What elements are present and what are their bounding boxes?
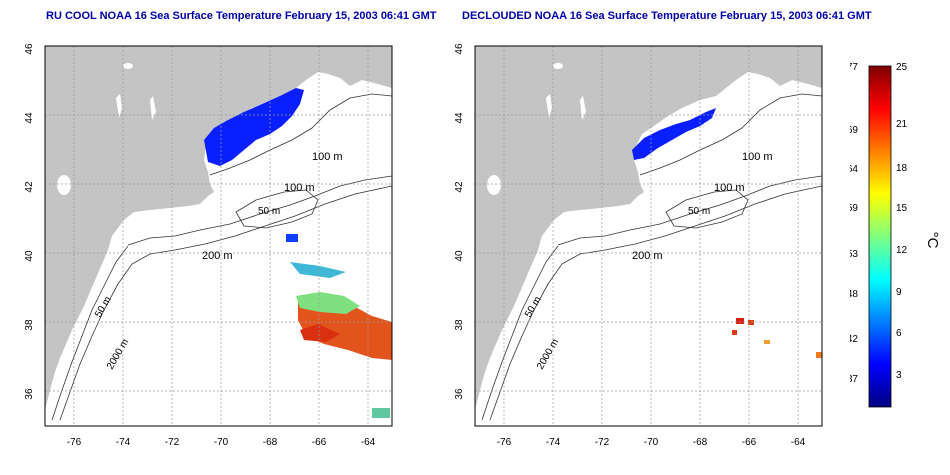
y-tick-label-right: 40 bbox=[454, 250, 465, 262]
sst-mid-patch-left bbox=[296, 292, 360, 314]
x-tick-label-right: -76 bbox=[497, 437, 512, 448]
contour-200m-left bbox=[127, 175, 392, 246]
x-tick-label-left: -76 bbox=[67, 437, 82, 448]
colorbar-f-tick: 48 bbox=[850, 289, 858, 300]
y-tick-label-right: 36 bbox=[454, 388, 465, 400]
grid-left bbox=[45, 45, 392, 426]
colorbar-c-tick: 21 bbox=[896, 119, 908, 130]
map-frame-right bbox=[474, 45, 823, 427]
contour-100m-left bbox=[209, 93, 392, 176]
x-ticks-left: -76 -74 -72 -70 -68 -66 -64 bbox=[67, 437, 376, 448]
contour-label-left: 50 m bbox=[258, 206, 280, 217]
land-left bbox=[45, 46, 392, 410]
contour-label-right: 50 m bbox=[688, 206, 710, 217]
y-tick-label-right: 46 bbox=[454, 43, 465, 55]
x-tick-label-left: -72 bbox=[165, 437, 180, 448]
colorbar-c-tick: 25 bbox=[896, 62, 908, 73]
x-tick-label-right: -64 bbox=[791, 437, 806, 448]
contour-shelf-left bbox=[51, 245, 129, 421]
lake-left bbox=[116, 94, 122, 118]
colorbar-c-tick: 9 bbox=[896, 287, 902, 298]
colorbar-f-ticks: 77 69 64 59 53 48 42 37 bbox=[850, 62, 858, 385]
lake-right bbox=[487, 175, 501, 195]
x-ticks-right: -76 -74 -72 -70 -68 -66 -64 bbox=[497, 437, 806, 448]
colorbar-c-tick: 6 bbox=[896, 328, 902, 339]
x-tick-label-right: -68 bbox=[693, 437, 708, 448]
sst-dot-right bbox=[736, 318, 744, 324]
lake-left bbox=[150, 96, 156, 120]
colorbar-f-tick: 77 bbox=[850, 62, 858, 73]
x-tick-label-right: -70 bbox=[644, 437, 659, 448]
contour-label-right: 200 m bbox=[632, 250, 663, 262]
contour-shelf-right bbox=[481, 245, 559, 421]
y-tick-label-left: 46 bbox=[24, 43, 35, 55]
lake-right bbox=[553, 63, 563, 69]
lake-left bbox=[123, 63, 133, 69]
x-tick-label-left: -74 bbox=[116, 437, 131, 448]
map-title-left: RU COOL NOAA 16 Sea Surface Temperature … bbox=[46, 10, 437, 22]
sst-dot-left bbox=[286, 234, 298, 242]
grid-right bbox=[475, 45, 822, 426]
x-tick-label-left: -68 bbox=[263, 437, 278, 448]
contour-label-left: 100 m bbox=[284, 182, 315, 194]
contour-label-right: 100 m bbox=[742, 151, 773, 163]
y-tick-label-right: 42 bbox=[454, 181, 465, 193]
y-tick-label-left: 44 bbox=[24, 112, 35, 124]
x-tick-label-left: -64 bbox=[361, 437, 376, 448]
contour-200m-right bbox=[557, 175, 822, 246]
lake-right bbox=[546, 94, 552, 118]
sst-dot-left bbox=[372, 408, 390, 418]
contour-100m-right bbox=[639, 93, 822, 176]
map-title-right: DECLOUDED NOAA 16 Sea Surface Temperatur… bbox=[462, 10, 872, 22]
sst-dot-right bbox=[764, 340, 770, 344]
sst-dot-right bbox=[732, 330, 737, 335]
nova-scotia-left bbox=[300, 46, 392, 72]
y-tick-label-left: 38 bbox=[24, 319, 35, 331]
lake-right bbox=[580, 96, 586, 120]
x-tick-label-right: -66 bbox=[742, 437, 757, 448]
colorbar-c-label: °C bbox=[924, 232, 941, 249]
sst-dot-right bbox=[748, 320, 754, 325]
colorbar-f-tick: 59 bbox=[850, 203, 858, 214]
contour-2000m-right bbox=[489, 185, 822, 421]
y-tick-label-left: 42 bbox=[24, 181, 35, 193]
sst-cold-patch-right bbox=[632, 108, 716, 160]
colorbar-c-tick: 15 bbox=[896, 203, 908, 214]
colorbar-f-tick: 64 bbox=[850, 164, 858, 175]
land-right bbox=[475, 46, 822, 410]
contour-label-left: 200 m bbox=[202, 250, 233, 262]
contour-2000m-left bbox=[59, 185, 392, 421]
x-tick-label-left: -70 bbox=[214, 437, 229, 448]
sst-map-right: 100 m 100 m 50 m 200 m 50 m 2000 m -76 -… bbox=[454, 43, 823, 448]
colorbar-f-tick: 42 bbox=[850, 334, 858, 345]
y-tick-label-right: 44 bbox=[454, 112, 465, 124]
colorbar-gradient bbox=[868, 65, 892, 408]
colorbar-f-tick: 37 bbox=[850, 374, 858, 385]
map-frame-left bbox=[44, 45, 393, 427]
sst-cold-patch-left bbox=[204, 88, 304, 166]
y-tick-label-left: 40 bbox=[24, 250, 35, 262]
nova-scotia-right bbox=[730, 46, 822, 72]
sst-dot-right bbox=[816, 352, 822, 358]
colorbar-c-ticks: 25 21 18 15 12 9 6 3 bbox=[896, 62, 908, 381]
sst-green-patch-left bbox=[300, 324, 340, 342]
y-ticks-left: 46 44 42 40 38 36 bbox=[24, 43, 35, 400]
lake-left bbox=[57, 175, 71, 195]
x-tick-label-left: -66 bbox=[312, 437, 327, 448]
colorbar-c-tick: 3 bbox=[896, 370, 902, 381]
x-tick-label-right: -74 bbox=[546, 437, 561, 448]
colorbar-c-tick: 18 bbox=[896, 163, 908, 174]
sst-cyan-streak-left bbox=[290, 262, 346, 278]
y-tick-label-left: 36 bbox=[24, 388, 35, 400]
y-ticks-right: 46 44 42 40 38 36 bbox=[454, 43, 465, 400]
y-tick-label-right: 38 bbox=[454, 319, 465, 331]
colorbar-f-tick: 69 bbox=[850, 125, 858, 136]
x-tick-label-right: -72 bbox=[595, 437, 610, 448]
colorbar-f-tick: 53 bbox=[850, 249, 858, 260]
contour-label-left: 100 m bbox=[312, 151, 343, 163]
sst-map-left: 100 m 100 m 50 m 200 m 50 m 2000 m -76 -… bbox=[24, 43, 393, 448]
colorbar-c-tick: 12 bbox=[896, 245, 908, 256]
contour-label-right: 100 m bbox=[714, 182, 745, 194]
colorbar: 77 69 64 59 53 48 42 37 25 21 18 15 12 9… bbox=[850, 62, 941, 408]
